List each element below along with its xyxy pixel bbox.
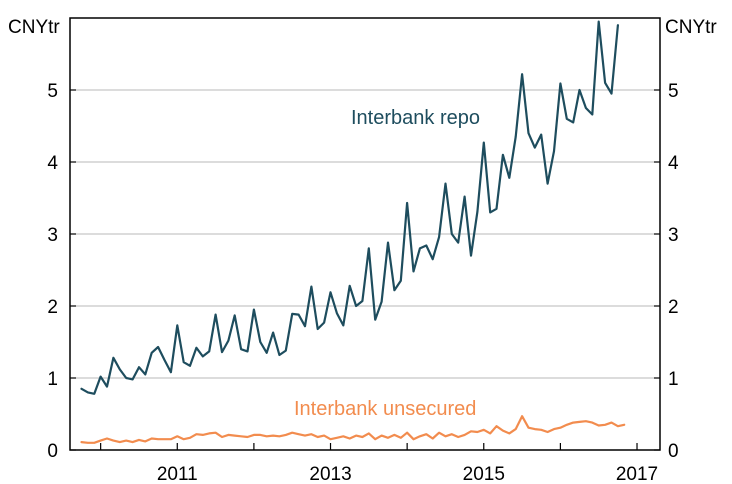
unsecured-series-label: Interbank unsecured	[294, 398, 476, 420]
y-tick-label-right: 0	[668, 441, 679, 462]
interbank-unsecured-line	[80, 415, 626, 444]
right-axis-unit: CNYtr	[665, 17, 717, 38]
axis-tick-labels: 0 0 1 1 2 2 3 3 4 4 5 5 2011 2013 2015 2017	[47, 81, 679, 484]
y-tick-label-left: 1	[47, 369, 58, 390]
left-axis-unit: CNYtr	[8, 17, 60, 38]
y-tick-label-right: 4	[668, 153, 679, 174]
series-layer	[80, 20, 626, 444]
axis-ticks	[70, 89, 660, 451]
y-tick-label-right: 2	[668, 297, 679, 318]
repo-series-label: Interbank repo	[351, 107, 480, 129]
x-tick-label: 2015	[463, 464, 505, 484]
y-tick-label-left: 4	[47, 153, 58, 174]
y-tick-label-left: 5	[47, 81, 58, 102]
x-tick-label: 2011	[157, 464, 198, 484]
x-tick-label: 2017	[616, 464, 658, 484]
y-tick-label-right: 5	[668, 81, 679, 102]
y-tick-label-left: 0	[47, 441, 58, 462]
y-tick-label-right: 3	[668, 225, 679, 246]
y-tick-label-right: 1	[668, 369, 679, 390]
y-tick-label-left: 3	[47, 225, 58, 246]
interbank-repo-line	[80, 20, 620, 395]
gridlines	[70, 89, 660, 379]
x-tick-label: 2013	[309, 464, 351, 484]
y-tick-label-left: 2	[47, 297, 58, 318]
